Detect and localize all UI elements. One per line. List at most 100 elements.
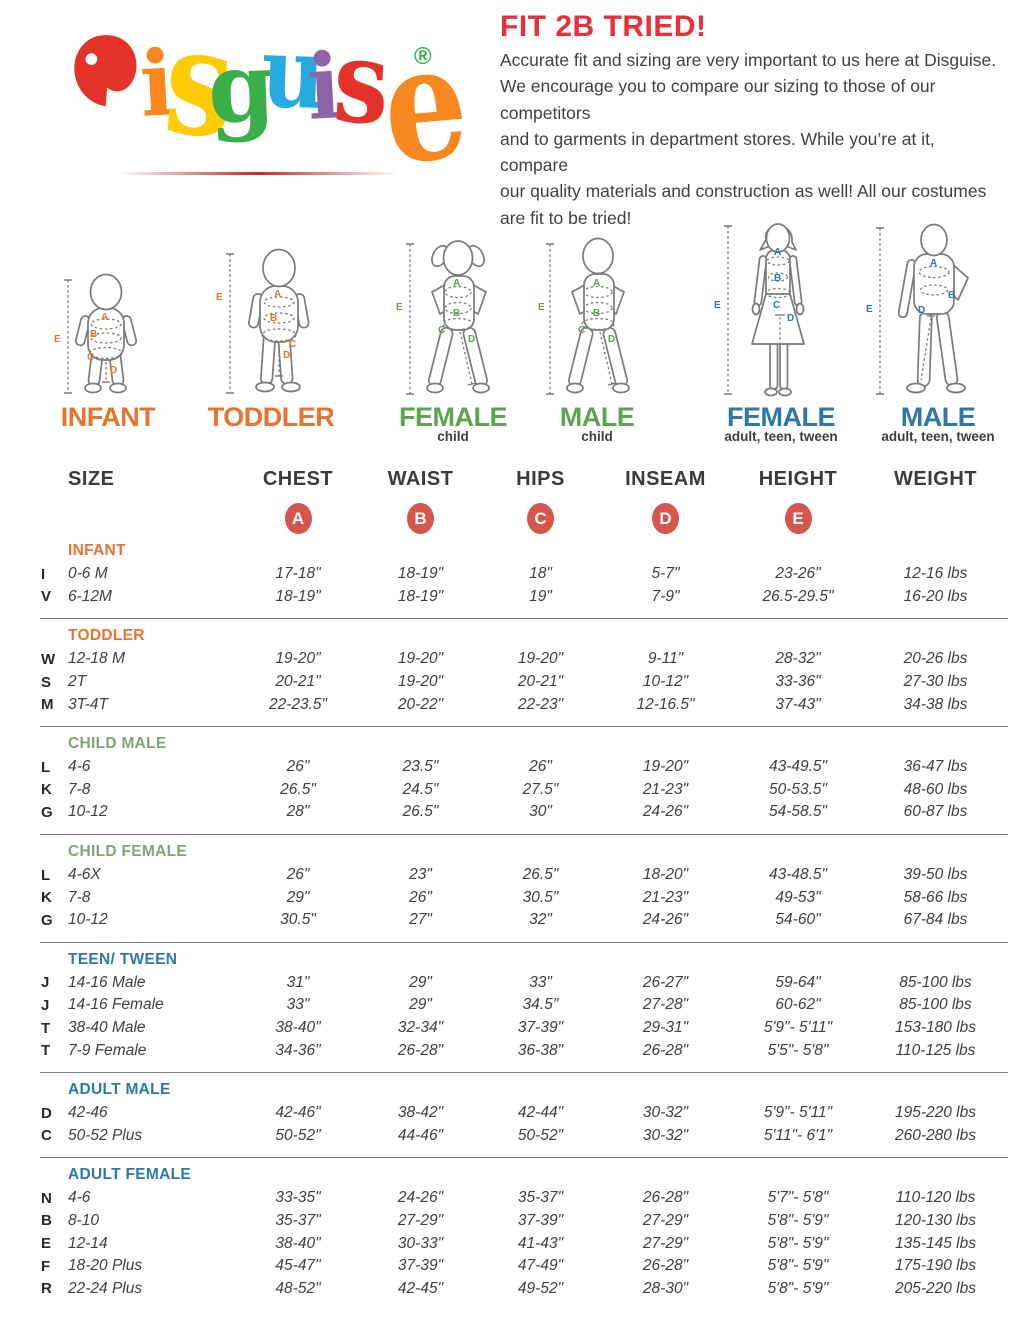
table-cell: 12-14	[68, 1234, 108, 1252]
table-row: G 10-12 28" 26.5" 30" 24-26" 54-58.5" 60-87 lbs	[40, 801, 1008, 824]
table-cell: 50-52"	[517, 1126, 564, 1144]
table-cell: 5'9"- 5'11"	[763, 1019, 833, 1037]
svg-text:A: A	[101, 312, 108, 323]
table-cell: 27"	[409, 911, 432, 929]
section-divider	[40, 941, 1008, 943]
table-cell: 2T	[68, 673, 87, 691]
table-cell: 28-32"	[775, 650, 821, 668]
svg-text:C: C	[773, 300, 780, 311]
table-cell: 10-12	[68, 911, 108, 929]
table-sections: INFANT I 0-6 M 17-18" 18-19" 18" 5-7" 23-26" 12-…	[40, 541, 1008, 1300]
table-cell: 21-23"	[642, 780, 689, 798]
section-divider	[40, 1071, 1008, 1073]
table-cell: 50-52 Plus	[68, 1126, 143, 1144]
table-cell: 5'5"- 5'8"	[767, 1041, 829, 1059]
svg-text:E: E	[714, 300, 721, 311]
table-cell: 5'11"- 6'1"	[763, 1126, 833, 1144]
table-cell: 34-36"	[275, 1041, 321, 1059]
table-cell: 29"	[409, 973, 432, 991]
section-divider	[40, 1157, 1008, 1159]
table-cell: 19-20"	[397, 673, 444, 691]
table-cell: 43-48.5"	[768, 866, 828, 884]
table-cell: 48-60 lbs	[903, 780, 968, 798]
table-cell: 19-20"	[275, 650, 321, 668]
table-header: SIZE CHEST WAIST HIPS INSEAM HEIGHT WEIG…	[40, 468, 1008, 491]
table-cell: 5'7"- 5'8"	[767, 1189, 829, 1207]
table-cell: 135-145 lbs	[894, 1234, 976, 1252]
registered-mark: ®	[414, 43, 432, 70]
table-row: W 12-18 M 19-20" 19-20" 19-20" 9-11" 28-32" 20-…	[40, 648, 1008, 671]
table-cell: 42-46	[68, 1104, 108, 1122]
svg-text:A: A	[274, 289, 281, 300]
column-header-weight: WEIGHT	[894, 468, 977, 490]
page-title: FIT 2B TRIED!	[500, 10, 707, 43]
svg-text:B: B	[90, 329, 97, 340]
table-cell: 153-180 lbs	[894, 1019, 976, 1037]
table-cell: 195-220 lbs	[894, 1104, 976, 1122]
size-code: E	[41, 1235, 52, 1253]
size-code: C	[41, 1127, 52, 1145]
table-cell: 37-39"	[517, 1019, 564, 1037]
svg-text:E: E	[216, 292, 223, 303]
table-cell: 29"	[286, 888, 310, 906]
table-cell: 19"	[529, 587, 552, 605]
table-cell: 85-100 lbs	[899, 973, 972, 991]
table-cell: 26.5-29.5"	[762, 587, 834, 605]
table-cell: 54-58.5"	[768, 803, 828, 821]
table-cell: 5'9"- 5'11"	[763, 1104, 833, 1122]
table-cell: 5'8"- 5'9"	[767, 1257, 829, 1275]
table-cell: 54-60"	[775, 911, 821, 929]
table-cell: 3T-4T	[68, 695, 108, 713]
svg-text:E: E	[54, 334, 61, 345]
table-row: T 38-40 Male 38-40" 32-34" 37-39" 29-31" 5'9"-…	[40, 1017, 1008, 1040]
table-cell: 42-44"	[517, 1104, 564, 1122]
column-header-size: SIZE	[68, 468, 115, 490]
table-cell: 30-33"	[397, 1234, 444, 1252]
table-cell: 110-120 lbs	[895, 1189, 976, 1207]
svg-text:A: A	[593, 278, 600, 289]
table-cell: 18-20"	[642, 866, 689, 884]
table-cell: 26"	[286, 758, 310, 776]
svg-text:E: E	[538, 302, 545, 313]
svg-text:D: D	[918, 305, 925, 316]
size-code: K	[41, 889, 52, 907]
svg-text:D: D	[468, 334, 475, 345]
table-cell: 12-18 M	[68, 650, 125, 668]
table-cell: 12-16 lbs	[903, 565, 968, 583]
table-cell: 24-26"	[642, 911, 689, 929]
table-cell: 19-20"	[642, 758, 689, 776]
table-cell: 5'8"- 5'9"	[767, 1211, 829, 1229]
table-cell: 50-52"	[275, 1126, 321, 1144]
table-cell: 26.5"	[522, 866, 559, 884]
table-cell: 28"	[286, 803, 310, 821]
table-cell: 32"	[529, 911, 552, 929]
section-title: ADULT MALE	[68, 1080, 171, 1098]
table-cell: 5-7"	[651, 565, 680, 583]
table-cell: 7-9 Female	[68, 1041, 147, 1059]
column-header-waist: WAIST	[387, 468, 454, 490]
section-title: CHILD MALE	[68, 734, 167, 752]
table-row: I 0-6 M 17-18" 18-19" 18" 5-7" 23-26" 12-16 lbs	[40, 563, 1008, 586]
size-code: L	[41, 758, 51, 776]
table-cell: 44-46"	[397, 1126, 444, 1144]
table-cell: 18-19"	[397, 587, 444, 605]
size-code: T	[41, 1042, 51, 1060]
svg-text:B: B	[774, 273, 781, 284]
table-cell: 27.5"	[522, 780, 559, 798]
size-code: R	[41, 1280, 52, 1298]
table-cell: 8-10	[68, 1211, 100, 1229]
table-cell: 16-20 lbs	[903, 587, 968, 605]
svg-text:B: B	[593, 308, 600, 319]
measure-badge-a: A	[284, 503, 312, 534]
table-row: J 14-16 Female 33" 29" 34.5" 27-28" 60-62" 85-1…	[40, 994, 1008, 1017]
table-row: S 2T 20-21" 19-20" 20-21" 10-12" 33-36" 27-30 l…	[40, 671, 1008, 694]
table-cell: 60-87 lbs	[903, 803, 968, 821]
column-header-height: HEIGHT	[758, 468, 838, 490]
table-cell: 29-31"	[642, 1019, 689, 1037]
svg-text:E: E	[396, 302, 403, 313]
table-row: R 22-24 Plus 48-52" 42-45" 49-52" 28-30" 5'8"-…	[40, 1277, 1008, 1300]
table-cell: 18-19"	[397, 565, 444, 583]
table-cell: 26-28"	[397, 1041, 444, 1059]
table-cell: 27-29"	[642, 1211, 689, 1229]
